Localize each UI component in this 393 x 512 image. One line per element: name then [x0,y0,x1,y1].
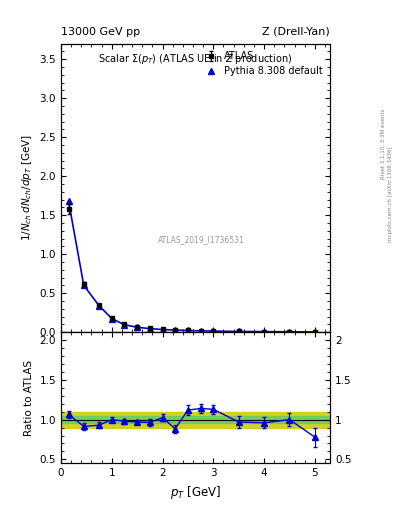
Y-axis label: Ratio to ATLAS: Ratio to ATLAS [24,360,34,436]
Text: 13000 GeV pp: 13000 GeV pp [61,27,140,37]
Text: ATLAS_2019_I1736531: ATLAS_2019_I1736531 [158,236,244,244]
Text: Rivet 3.1.10, 3.3M events: Rivet 3.1.10, 3.3M events [381,108,386,179]
Text: mcplots.cern.ch [arXiv:1306.3436]: mcplots.cern.ch [arXiv:1306.3436] [388,147,393,242]
Bar [61,416,330,423]
Y-axis label: $1/N_{ch}\,dN_{ch}/dp_T$ [GeV]: $1/N_{ch}\,dN_{ch}/dp_T$ [GeV] [20,134,34,242]
Legend: ATLAS, Pythia 8.308 default: ATLAS, Pythia 8.308 default [201,48,325,79]
Text: Scalar $\Sigma(p_T)$ (ATLAS UE in $Z$ production): Scalar $\Sigma(p_T)$ (ATLAS UE in $Z$ pr… [98,52,293,66]
Text: Z (Drell-Yan): Z (Drell-Yan) [263,27,330,37]
Bar [61,412,330,428]
X-axis label: $p_T$ [GeV]: $p_T$ [GeV] [170,484,221,501]
